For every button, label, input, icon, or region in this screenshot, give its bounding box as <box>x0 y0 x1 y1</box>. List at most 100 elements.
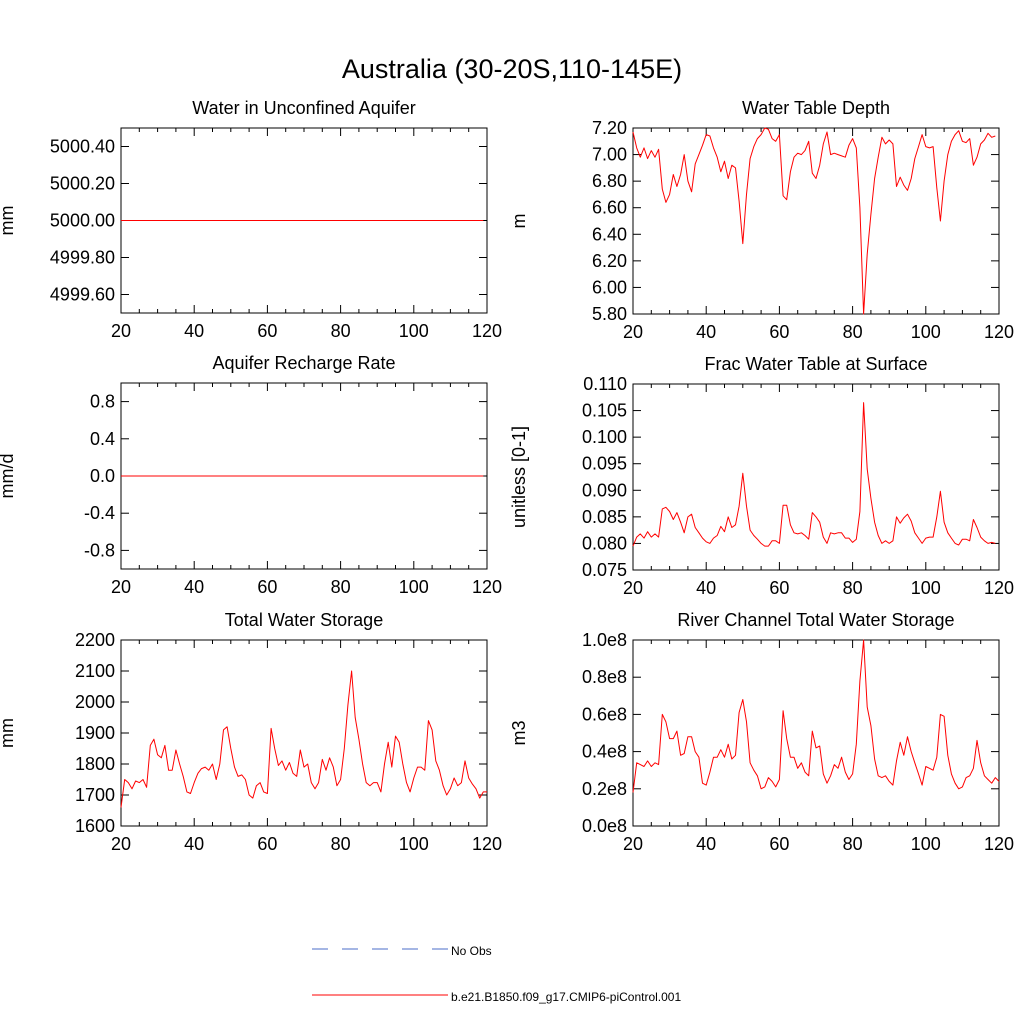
x-tick-label: 100 <box>911 578 941 598</box>
x-tick-label: 60 <box>257 834 277 854</box>
legend-label-2: b.e21.B1850.f09_g17.CMIP6-piControl.001 <box>451 990 681 1004</box>
x-tick-label: 60 <box>257 577 277 597</box>
panel-title: Water Table Depth <box>742 98 890 118</box>
y-tick-label: 7.20 <box>592 118 627 138</box>
y-tick-label: -0.8 <box>84 540 115 560</box>
x-tick-label: 80 <box>843 578 863 598</box>
y-tick-label: 0.4e8 <box>582 742 627 762</box>
x-tick-label: 100 <box>911 834 941 854</box>
x-tick-label: 120 <box>984 578 1014 598</box>
y-tick-label: 5000.40 <box>50 137 115 157</box>
x-tick-label: 60 <box>769 834 789 854</box>
x-tick-label: 100 <box>399 321 429 341</box>
y-tick-label: 6.40 <box>592 224 627 244</box>
y-tick-label: 0.8 <box>90 392 115 412</box>
series-line-1 <box>632 639 1000 793</box>
series-line-1 <box>632 402 996 547</box>
y-tick-label: 1700 <box>75 785 115 805</box>
x-tick-label: 100 <box>399 834 429 854</box>
y-tick-label: 0.075 <box>582 560 627 580</box>
x-tick-label: 80 <box>843 834 863 854</box>
y-tick-label: 0.100 <box>582 427 627 447</box>
x-tick-label: 100 <box>911 322 941 342</box>
legend: No Obs b.e21.B1850.f09_g17.CMIP6-piContro… <box>312 944 681 1004</box>
y-tick-label: 0.4 <box>90 429 115 449</box>
x-tick-label: 40 <box>184 834 204 854</box>
x-tick-label: 40 <box>184 321 204 341</box>
chart-panel-3: Aquifer Recharge Rate mm/d 20 40 60 80 100 120 -… <box>0 353 502 597</box>
panel-title: Frac Water Table at Surface <box>704 354 927 374</box>
x-tick-label: 80 <box>331 321 351 341</box>
panel-title: River Channel Total Water Storage <box>677 610 954 630</box>
chart-panel-4: Frac Water Table at Surface unitless [0-1… <box>509 354 1014 598</box>
y-tick-label: 2100 <box>75 661 115 681</box>
y-tick-label: 5.80 <box>592 304 627 324</box>
y-axis-label: m <box>509 214 529 229</box>
x-tick-label: 120 <box>984 834 1014 854</box>
y-axis-label: mm <box>0 206 17 236</box>
y-tick-label: 5000.00 <box>50 211 115 231</box>
x-tick-label: 120 <box>472 577 502 597</box>
x-tick-label: 120 <box>984 322 1014 342</box>
x-tick-label: 40 <box>696 578 716 598</box>
x-tick-label: 40 <box>184 577 204 597</box>
x-tick-label: 60 <box>769 578 789 598</box>
x-tick-label: 80 <box>843 322 863 342</box>
y-axis-label: mm <box>0 718 17 748</box>
x-tick-label: 80 <box>331 834 351 854</box>
y-axis-label: mm/d <box>0 454 17 499</box>
chart-panel-2: Water Table Depth m 20 40 60 80 100 120 5.80 6.00… <box>509 98 1014 342</box>
chart-panel-1: Water in Unconfined Aquifer mm 20 40 60 80 100… <box>0 98 502 341</box>
y-tick-label: 0.110 <box>583 374 627 394</box>
x-tick-label: 40 <box>696 322 716 342</box>
y-tick-label: 0.105 <box>582 401 627 421</box>
x-tick-label: 20 <box>623 578 643 598</box>
y-tick-label: 1.0e8 <box>582 630 627 650</box>
y-tick-label: 1900 <box>75 723 115 743</box>
panel-title: Total Water Storage <box>225 610 383 630</box>
chart-panel-5: Total Water Storage mm 20 40 60 80 100 120 1600 1… <box>0 610 502 854</box>
x-tick-label: 20 <box>111 577 131 597</box>
y-tick-label: 1800 <box>75 754 115 774</box>
y-tick-label: 6.20 <box>592 251 627 271</box>
y-tick-label: 6.80 <box>592 171 627 191</box>
y-tick-label: 0.8e8 <box>582 667 627 687</box>
plot-frame <box>632 383 1000 571</box>
y-tick-label: 0.0e8 <box>582 816 627 836</box>
x-tick-label: 20 <box>623 322 643 342</box>
x-tick-label: 20 <box>623 834 643 854</box>
y-tick-label: 0.0 <box>90 466 115 486</box>
series-line-1 <box>120 670 487 808</box>
x-tick-label: 60 <box>769 322 789 342</box>
y-tick-label: 0.095 <box>582 454 627 474</box>
x-tick-label: 120 <box>472 834 502 854</box>
panel-title: Water in Unconfined Aquifer <box>192 98 415 118</box>
y-tick-label: -0.4 <box>84 503 115 523</box>
legend-label-1: No Obs <box>451 944 492 958</box>
x-tick-label: 80 <box>331 577 351 597</box>
y-tick-label: 1600 <box>75 816 115 836</box>
x-tick-label: 40 <box>696 834 716 854</box>
y-tick-label: 0.2e8 <box>582 779 627 799</box>
y-axis-label: m3 <box>509 720 529 745</box>
y-tick-label: 0.085 <box>582 507 627 527</box>
chart-panel-6: River Channel Total Water Storage m3 20 40 6… <box>509 610 1014 854</box>
y-tick-label: 2200 <box>75 630 115 650</box>
x-tick-label: 20 <box>111 321 131 341</box>
y-tick-label: 0.6e8 <box>582 704 627 724</box>
y-tick-label: 0.090 <box>582 480 627 500</box>
x-tick-label: 20 <box>111 834 131 854</box>
y-tick-label: 5000.20 <box>50 174 115 194</box>
plot-frame <box>632 639 1000 827</box>
y-tick-label: 4999.80 <box>50 248 115 268</box>
y-tick-label: 4999.60 <box>50 285 115 305</box>
x-tick-label: 100 <box>399 577 429 597</box>
x-tick-label: 120 <box>472 321 502 341</box>
panel-title: Aquifer Recharge Rate <box>212 353 395 373</box>
y-axis-label: unitless [0-1] <box>509 426 529 528</box>
y-tick-label: 0.080 <box>582 533 627 553</box>
plot-frame <box>632 127 1000 315</box>
x-tick-label: 60 <box>257 321 277 341</box>
